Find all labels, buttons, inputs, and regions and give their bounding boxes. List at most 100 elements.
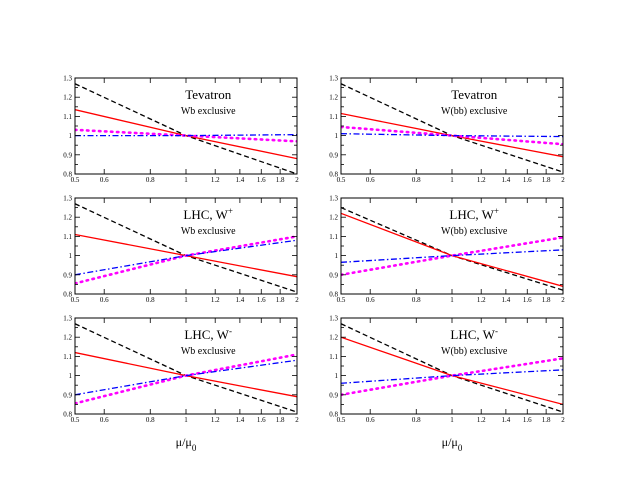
series-magenta-dotted [341, 125, 563, 146]
x-tick-label: 0.6 [100, 176, 109, 184]
x-tick-label: 1.8 [276, 296, 285, 304]
series-red-solid [341, 112, 563, 158]
x-axis-label: μ/μ0 [442, 435, 463, 453]
x-tick-label: 1.2 [477, 296, 486, 304]
panel-title: LHC, W- [450, 326, 498, 342]
x-tick-label: 1.6 [523, 296, 532, 304]
x-tick-label: 0.6 [366, 296, 375, 304]
x-tick-label: 1.2 [211, 296, 220, 304]
x-tick-label: 1.4 [236, 176, 245, 184]
x-tick-label: 0.5 [337, 416, 346, 424]
series-magenta-dotted [75, 235, 297, 285]
series-red-solid [75, 109, 297, 160]
panel-title-sup: - [229, 326, 232, 336]
y-tick-label: 1 [69, 372, 73, 380]
y-tick-label: 1.3 [63, 75, 72, 83]
y-tick-label: 1.2 [63, 214, 72, 222]
y-tick-label: 1.3 [63, 195, 72, 203]
x-tick-label: 2 [295, 296, 299, 304]
x-axis-label-sub: 0 [458, 443, 463, 453]
y-tick-label: 1.3 [329, 195, 338, 203]
y-tick-label: 1.1 [63, 233, 72, 241]
y-tick-label: 1.3 [329, 315, 338, 323]
panel-subtitle: Wb exclusive [181, 226, 236, 237]
y-tick-label: 1 [335, 372, 339, 380]
panel-subtitle: W(bb) exclusive [441, 106, 508, 117]
x-tick-label: 1.2 [211, 416, 220, 424]
x-tick-label: 1.4 [236, 296, 245, 304]
panel-subtitle: W(bb) exclusive [441, 346, 508, 357]
panel-title-sup: + [228, 206, 233, 216]
panel-3: 0.5 0.6 0.8 1 1.2 1.4 1.6 1.8 2 0.8 0.9 1 1.1 1.2 1.3 L… [63, 195, 299, 305]
y-tick-label: 0.8 [329, 411, 338, 419]
y-tick-label: 0.9 [329, 271, 338, 279]
x-tick-label: 2 [295, 416, 299, 424]
series-magenta-dotted [75, 128, 297, 143]
x-tick-label: 1.8 [276, 416, 285, 424]
y-tick-label: 0.8 [63, 411, 72, 419]
x-tick-label: 0.6 [366, 176, 375, 184]
x-tick-label: 2 [295, 176, 299, 184]
y-tick-label: 0.8 [329, 291, 338, 299]
x-tick-label: 1.2 [477, 176, 486, 184]
x-tick-label: 1.6 [257, 176, 266, 184]
y-tick-label: 1.1 [329, 233, 338, 241]
x-tick-label: 0.8 [146, 176, 155, 184]
x-tick-label: 0.6 [100, 296, 109, 304]
x-tick-label: 0.5 [71, 416, 80, 424]
y-tick-label: 1.3 [63, 315, 72, 323]
y-tick-label: 0.8 [63, 171, 72, 179]
panel-subtitle: Wb exclusive [181, 346, 236, 357]
x-tick-label: 1 [184, 416, 188, 424]
x-tick-label: 1.8 [542, 416, 551, 424]
y-tick-label: 1.2 [63, 94, 72, 102]
y-tick-label: 1.2 [329, 94, 338, 102]
panel-1: 0.5 0.6 0.8 1 1.2 1.4 1.6 1.8 2 0.8 0.9 1 1.1 1.2 1.3 T… [63, 75, 299, 185]
panel-4: 0.5 0.6 0.8 1 1.2 1.4 1.6 1.8 2 0.8 0.9 1 1.1 1.2 1.3 L… [329, 195, 565, 305]
y-tick-label: 0.9 [329, 151, 338, 159]
x-tick-label: 1.4 [236, 416, 245, 424]
series-red-solid [341, 336, 563, 406]
y-tick-label: 0.9 [329, 391, 338, 399]
x-tick-label: 0.8 [412, 416, 421, 424]
y-tick-label: 0.9 [63, 391, 72, 399]
x-tick-label: 1 [450, 296, 454, 304]
y-tick-label: 1.2 [329, 334, 338, 342]
x-tick-label: 1.8 [542, 296, 551, 304]
y-tick-label: 1.2 [63, 334, 72, 342]
y-tick-label: 0.9 [63, 151, 72, 159]
panel-title: LHC, W+ [449, 206, 499, 222]
x-tick-label: 1.6 [257, 416, 266, 424]
y-tick-label: 1 [69, 252, 73, 260]
panel-6: 0.5 0.6 0.8 1 1.2 1.4 1.6 1.8 2 0.8 0.9 1 1.1 1.2 1.3 L… [329, 315, 565, 425]
panel-title: LHC, W+ [183, 206, 233, 222]
x-tick-label: 1.4 [502, 176, 511, 184]
panel-subtitle: Wb exclusive [181, 106, 236, 117]
x-tick-label: 2 [561, 176, 565, 184]
panel-5: 0.5 0.6 0.8 1 1.2 1.4 1.6 1.8 2 0.8 0.9 1 1.1 1.2 1.3 L… [63, 315, 299, 425]
y-tick-label: 1 [69, 132, 73, 140]
x-tick-label: 1.6 [523, 176, 532, 184]
y-tick-label: 0.8 [63, 291, 72, 299]
x-tick-label: 0.5 [71, 296, 80, 304]
x-tick-label: 1.2 [211, 176, 220, 184]
series-red-solid [341, 212, 563, 287]
panel-title: Tevatron [185, 87, 232, 102]
x-tick-label: 0.5 [337, 296, 346, 304]
x-tick-label: 1.8 [542, 176, 551, 184]
series-blue-dashdot [75, 239, 297, 276]
x-tick-label: 1 [184, 296, 188, 304]
panel-subtitle: W(bb) exclusive [441, 226, 508, 237]
x-tick-label: 1.6 [257, 296, 266, 304]
series-magenta-dotted [341, 236, 563, 277]
y-tick-label: 1.3 [329, 75, 338, 83]
x-tick-label: 1.6 [523, 416, 532, 424]
series-blue-dashdot [341, 369, 563, 384]
x-tick-label: 2 [561, 416, 565, 424]
y-tick-label: 1.1 [63, 353, 72, 361]
x-tick-label: 0.8 [146, 416, 155, 424]
panel-2: 0.5 0.6 0.8 1 1.2 1.4 1.6 1.8 2 0.8 0.9 1 1.1 1.2 1.3 T… [329, 75, 565, 185]
series-blue-dashdot [75, 359, 297, 396]
x-tick-label: 1.8 [276, 176, 285, 184]
